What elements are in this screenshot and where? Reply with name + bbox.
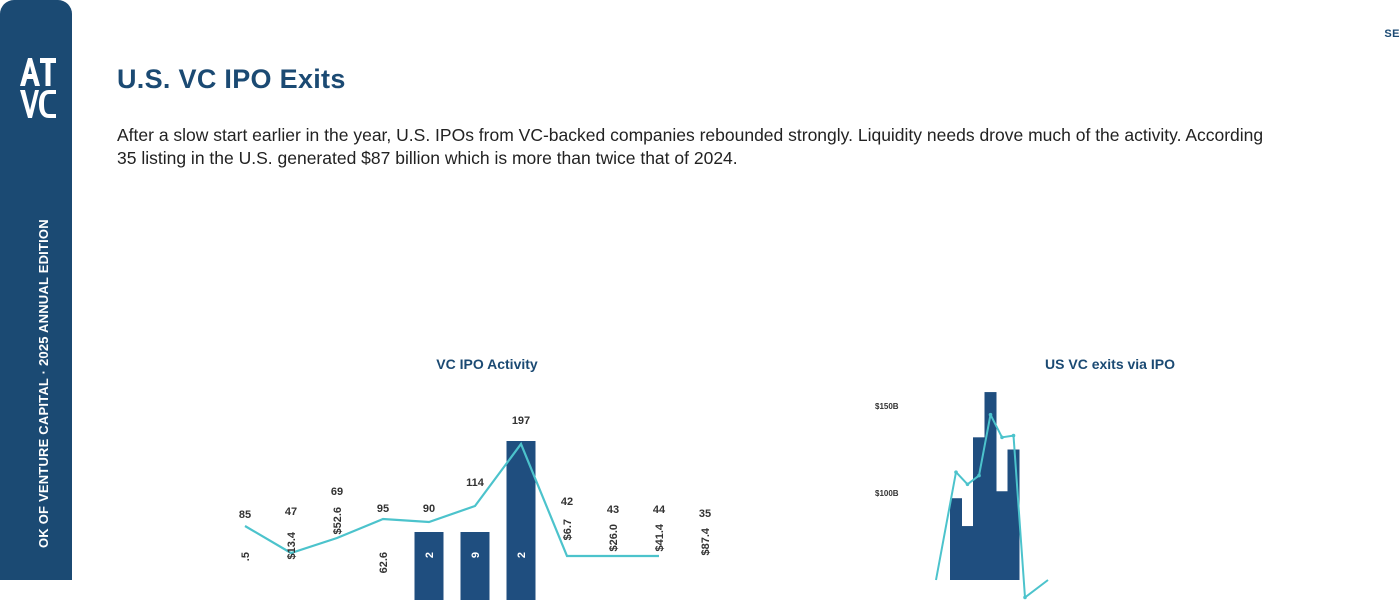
vc-ipo-activity-chart: 85 47 69 95 90 114 197 42 43 44 35 .5 $13.4 $52.6 62.6… (239, 415, 712, 600)
ipo-count-label: 43 (607, 504, 619, 516)
exit-value-point (954, 470, 958, 474)
edition-label: OK OF VENTURE CAPITAL · 2025 ANNUAL EDIT… (36, 219, 51, 548)
ipo-value-label: 62.6 (378, 552, 390, 573)
exit-value-point (965, 482, 970, 487)
exit-value-point (1000, 435, 1004, 440)
exit-value-bar (950, 498, 962, 580)
exit-value-bar (984, 392, 997, 580)
exit-value-bar (996, 491, 1008, 580)
y-tick-label: $150B (875, 402, 899, 411)
intro-line-2: 35 listing in the U.S. generated $87 bil… (117, 148, 738, 168)
ipo-count-label: 35 (699, 508, 711, 520)
ipo-value-label: 2 (516, 552, 528, 558)
y-tick-label: $100B (875, 489, 899, 498)
us-vc-exits-ipo-chart: $150B $100B (875, 392, 1049, 600)
exit-value-bar (1007, 449, 1020, 580)
ipo-count-label: 197 (512, 415, 530, 427)
exit-value-point (977, 473, 981, 478)
ipo-value-label: $87.4 (700, 527, 712, 555)
exit-value-point (1011, 433, 1016, 438)
intro-line-1: After a slow start earlier in the year, … (117, 125, 1264, 145)
chart-1-title: VC IPO Activity (436, 356, 538, 372)
ipo-count-bar (414, 532, 444, 600)
exit-value-bar (961, 526, 974, 580)
section-tag: SE (1384, 28, 1400, 40)
ipo-count-label: 95 (377, 503, 389, 515)
ipo-count-bar (506, 441, 536, 600)
ipo-count-label: 69 (331, 486, 343, 498)
atvc-logo (20, 58, 56, 118)
ipo-value-label: $41.4 (654, 523, 666, 551)
exit-value-point (988, 412, 993, 417)
ipo-count-label: 47 (285, 506, 297, 518)
intro-paragraph: After a slow start earlier in the year, … (117, 124, 1400, 170)
exit-value-bar (973, 437, 985, 580)
ipo-value-label: $52.6 (332, 507, 344, 535)
ipo-value-label: .5 (240, 552, 252, 561)
ipo-value-label: $26.0 (608, 524, 620, 552)
ipo-value-label: 2 (424, 552, 436, 558)
page-title: U.S. VC IPO Exits (117, 64, 346, 94)
ipo-count-line (244, 441, 659, 558)
ipo-count-label: 44 (653, 504, 666, 516)
ipo-count-label: 85 (239, 509, 251, 521)
exit-value-point (1023, 595, 1027, 600)
ipo-value-label: $13.4 (286, 531, 298, 559)
ipo-count-label: 114 (466, 477, 485, 489)
ipo-count-label: 42 (561, 496, 573, 508)
ipo-count-label: 90 (423, 503, 435, 515)
ipo-count-bar (460, 532, 490, 600)
ipo-value-label: 9 (470, 552, 482, 558)
sidebar: OK OF VENTURE CAPITAL · 2025 ANNUAL EDIT… (0, 0, 72, 580)
ipo-value-label: $6.7 (562, 519, 574, 540)
chart-2-title: US VC exits via IPO (1045, 356, 1175, 372)
